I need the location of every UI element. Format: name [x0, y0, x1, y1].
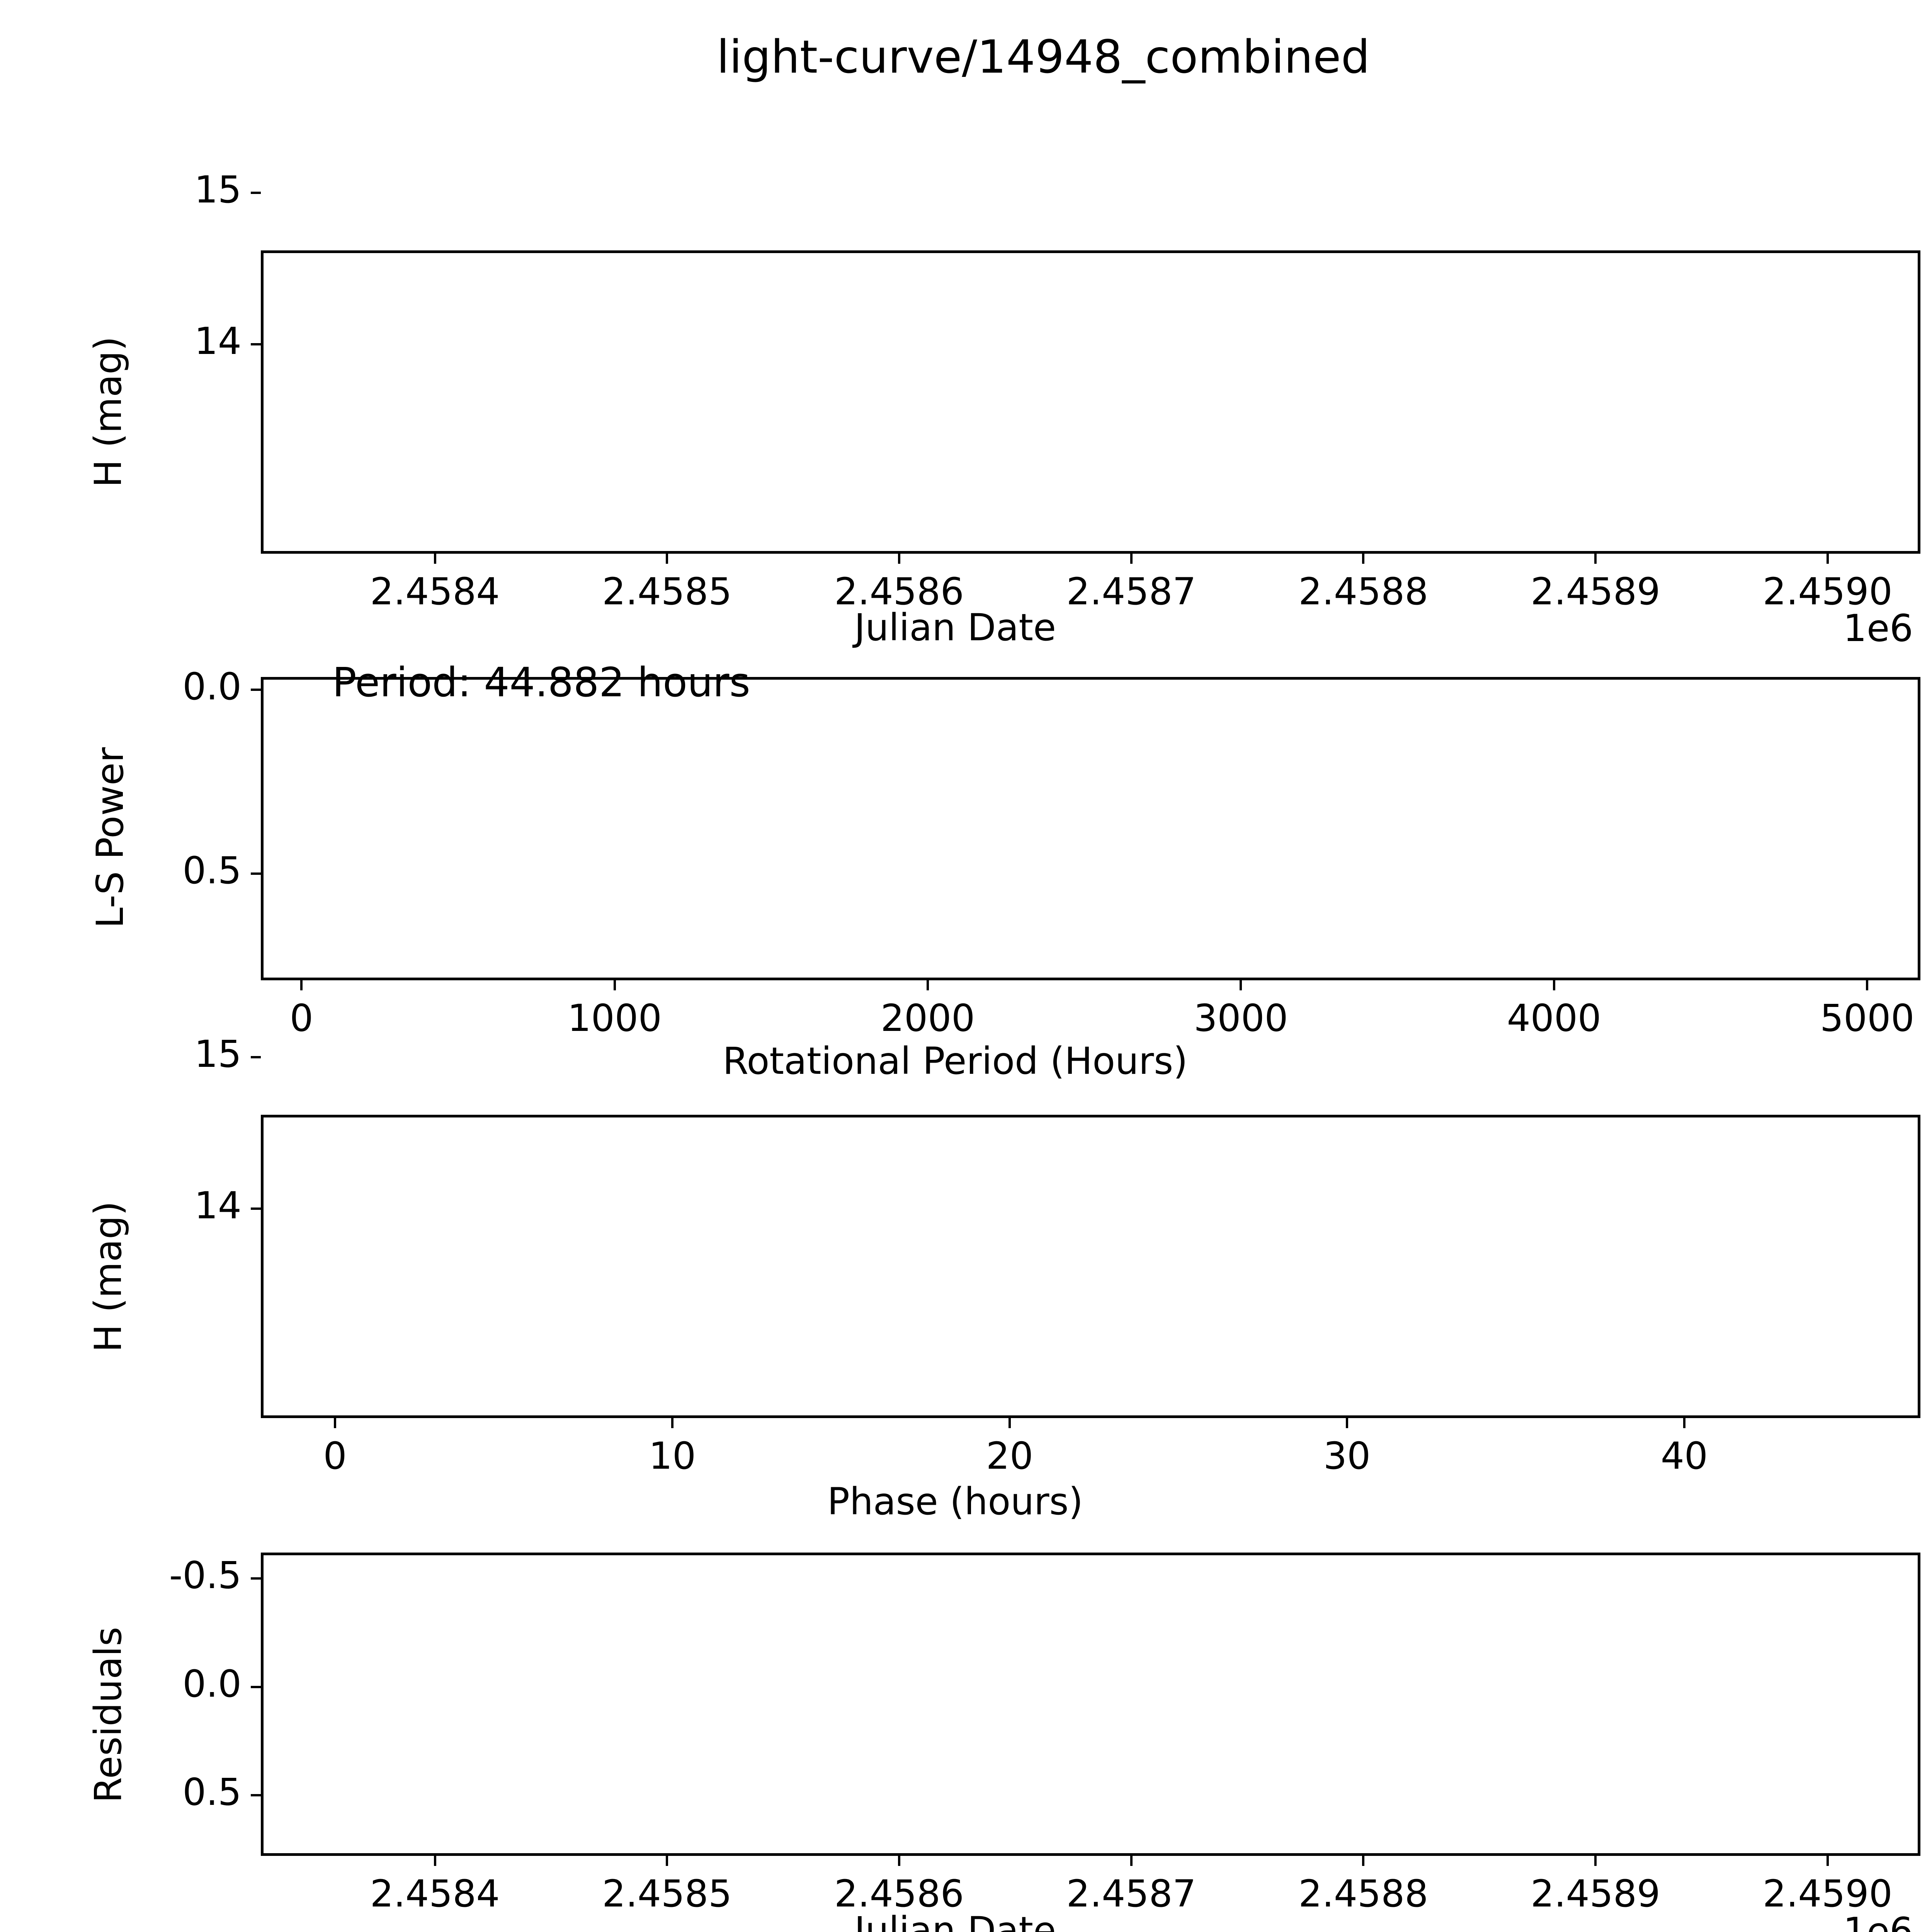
- y-tick-label: 0.0: [182, 1662, 242, 1706]
- x-tick-label: 5000: [1820, 997, 1915, 1040]
- y-tick-mark: [251, 191, 261, 194]
- x-tick-label: 2.4587: [1066, 1872, 1196, 1915]
- lightcurve-xlabel: Julian Date: [854, 606, 1056, 649]
- y-tick-mark: [251, 872, 261, 875]
- periodogram-xlabel: Rotational Period (Hours): [723, 1039, 1188, 1083]
- y-tick-label: -0.5: [169, 1554, 242, 1597]
- y-tick-label: 15: [194, 168, 242, 211]
- x-tick-mark: [1130, 1856, 1133, 1866]
- x-tick-label: 2.4587: [1066, 570, 1196, 613]
- x-tick-mark: [1240, 980, 1242, 990]
- y-tick-mark: [251, 1577, 261, 1580]
- x-tick-label: 2.4584: [370, 570, 500, 613]
- x-tick-mark: [1345, 1418, 1348, 1428]
- y-tick-mark: [251, 1794, 261, 1796]
- x-tick-label: 3000: [1194, 997, 1288, 1040]
- panel-phase-folded: [261, 1115, 1920, 1418]
- residuals-x-offset-text: 1e6: [1843, 1910, 1913, 1932]
- x-tick-label: 20: [986, 1434, 1034, 1478]
- x-tick-mark: [1826, 1856, 1829, 1866]
- x-tick-mark: [1866, 980, 1869, 990]
- y-tick-label: 15: [194, 1032, 242, 1076]
- x-tick-label: 40: [1660, 1434, 1708, 1478]
- x-tick-mark: [666, 554, 668, 564]
- lightcurve-x-offset-text: 1e6: [1843, 607, 1913, 650]
- y-tick-label: 14: [194, 1184, 242, 1228]
- x-tick-mark: [1826, 554, 1829, 564]
- phase-axes-frame: [261, 1115, 1920, 1418]
- x-tick-label: 1000: [567, 997, 662, 1040]
- x-tick-label: 4000: [1507, 997, 1601, 1040]
- y-tick-label: 14: [194, 320, 242, 363]
- x-tick-mark: [671, 1418, 674, 1428]
- y-tick-mark: [251, 343, 261, 346]
- x-tick-label: 0: [323, 1434, 347, 1478]
- x-tick-mark: [927, 980, 929, 990]
- x-tick-mark: [1008, 1418, 1011, 1428]
- phase-ylabel: H (mag): [87, 1201, 130, 1352]
- lightcurve-ylabel: H (mag): [87, 336, 130, 488]
- periodogram-ylabel: L-S Power: [88, 747, 132, 929]
- x-tick-label: 0: [289, 997, 313, 1040]
- x-tick-mark: [434, 1856, 436, 1866]
- x-tick-label: 2000: [880, 997, 975, 1040]
- x-tick-mark: [1594, 554, 1597, 564]
- y-tick-mark: [251, 1208, 261, 1210]
- x-tick-label: 30: [1323, 1434, 1371, 1478]
- panel-lightcurve: [261, 250, 1920, 554]
- panel-residuals: [261, 1553, 1920, 1856]
- y-tick-label: 0.5: [182, 1770, 242, 1814]
- x-tick-mark: [300, 980, 303, 990]
- x-tick-mark: [1130, 554, 1133, 564]
- y-tick-mark: [251, 689, 261, 691]
- x-tick-mark: [613, 980, 616, 990]
- x-tick-label: 2.4588: [1298, 1872, 1429, 1915]
- x-tick-label: 10: [648, 1434, 696, 1478]
- y-tick-mark: [251, 1056, 261, 1058]
- phase-xlabel: Phase (hours): [827, 1480, 1083, 1523]
- y-tick-label: 0.0: [182, 665, 242, 709]
- x-tick-label: 2.4586: [834, 570, 964, 613]
- x-tick-mark: [1683, 1418, 1685, 1428]
- residuals-axes-frame: [261, 1553, 1920, 1856]
- x-tick-mark: [434, 554, 436, 564]
- x-tick-label: 2.4589: [1531, 1872, 1660, 1915]
- x-tick-label: 2.4585: [602, 1872, 732, 1915]
- x-tick-mark: [1362, 554, 1365, 564]
- panel-periodogram: [261, 677, 1920, 980]
- x-tick-mark: [1553, 980, 1555, 990]
- x-tick-mark: [1362, 1856, 1365, 1866]
- y-tick-mark: [251, 1685, 261, 1688]
- x-tick-label: 2.4584: [370, 1872, 500, 1915]
- period-annotation: Period: 44.882 hours: [332, 659, 750, 706]
- x-tick-label: 2.4590: [1762, 1872, 1893, 1915]
- x-tick-label: 2.4589: [1531, 570, 1660, 613]
- x-tick-label: 2.4585: [602, 570, 732, 613]
- x-tick-mark: [334, 1418, 337, 1428]
- x-tick-mark: [666, 1856, 668, 1866]
- x-tick-label: 2.4588: [1298, 570, 1429, 613]
- x-tick-mark: [1594, 1856, 1597, 1866]
- x-tick-label: 2.4590: [1762, 570, 1893, 613]
- periodogram-axes-frame: [261, 677, 1920, 980]
- x-tick-label: 2.4586: [834, 1872, 964, 1915]
- residuals-xlabel: Julian Date: [854, 1909, 1056, 1932]
- x-tick-mark: [898, 1856, 900, 1866]
- residuals-ylabel: Residuals: [87, 1627, 130, 1803]
- lightcurve-axes-frame: [261, 250, 1920, 554]
- page-title: light-curve/14948_combined: [716, 30, 1370, 83]
- y-tick-label: 0.5: [182, 849, 242, 893]
- x-tick-mark: [898, 554, 900, 564]
